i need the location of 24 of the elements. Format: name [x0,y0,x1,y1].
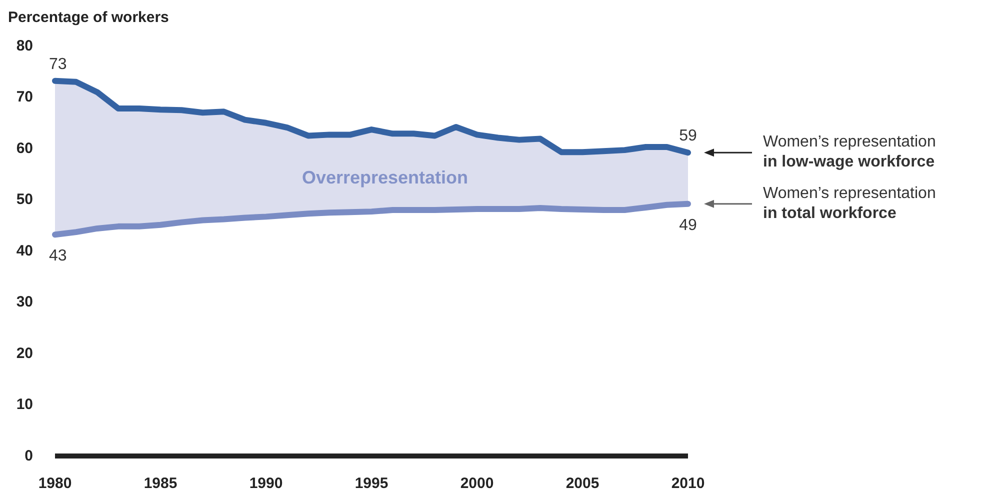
x-tick-label: 1995 [354,475,388,492]
data-label: 49 [679,216,697,234]
text: Women’s representation in total workforce [763,184,936,222]
x-tick-label: 2000 [460,475,494,492]
y-tick-label: 80 [16,37,33,54]
x-tick-label: 2005 [566,475,600,492]
y-tick-label: 30 [16,294,33,310]
x-tick-label: 1985 [144,475,178,492]
data-label: 73 [49,56,67,73]
y-axis-title: Percentage of workers [8,9,169,26]
y-tick-label: 10 [16,396,33,413]
y-tick-label: 20 [16,344,33,362]
text: Women’s representation in low-wage workforce [763,134,936,171]
y-tick-label: 40 [16,242,33,260]
data-label: 59 [679,128,697,145]
x-tick-label: 1980 [38,475,72,492]
y-tick-label: 50 [16,191,33,208]
x-tick-label: 2010 [671,475,705,492]
y-tick-label: 70 [16,88,33,106]
data-label: 43 [49,248,67,265]
y-tick-label: 0 [24,447,33,464]
annotation: Overrepresentation [302,167,468,188]
x-tick-label: 1990 [249,475,283,492]
y-tick-label: 60 [16,140,33,157]
